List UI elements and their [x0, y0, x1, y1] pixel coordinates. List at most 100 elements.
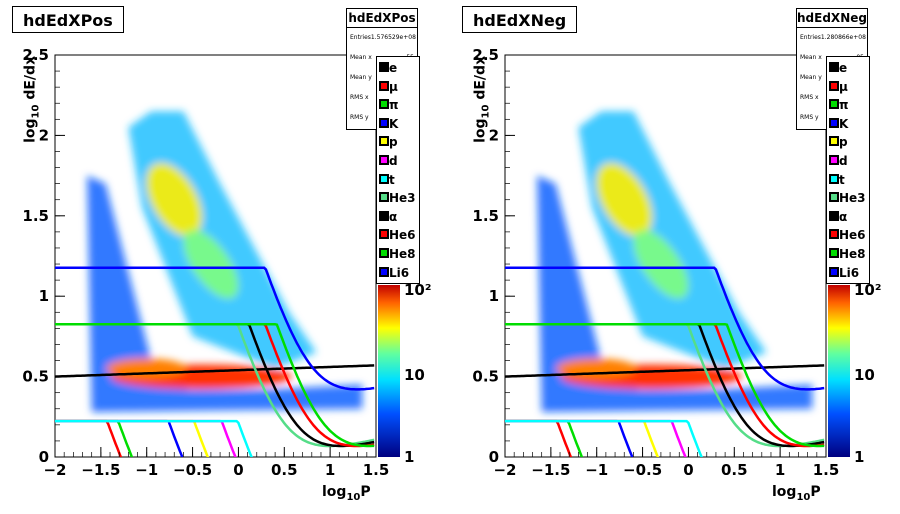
legend-entry: t	[377, 171, 419, 189]
legend-label: p	[839, 135, 848, 150]
y-tick-label: 1	[39, 287, 49, 305]
legend-entry: He8	[377, 245, 419, 263]
legend-entry: He6	[827, 226, 869, 244]
legend-swatch	[829, 80, 839, 91]
x-axis-title: log10P	[772, 484, 821, 503]
legend-label: K	[839, 116, 849, 131]
legend-entry: p	[377, 133, 419, 151]
legend-label: μ	[389, 79, 398, 94]
legend-label: p	[389, 135, 398, 150]
colorbar-tick-label: 10²	[404, 281, 431, 299]
legend-entry: Li6	[377, 264, 419, 282]
x-tick-label: 1.5	[813, 461, 840, 479]
curves	[505, 266, 825, 457]
plot-title: hdEdXNeg	[462, 6, 578, 33]
stats-row: Entries 1.576529e+08	[347, 28, 417, 48]
legend-swatch	[829, 155, 839, 165]
curve-1	[55, 364, 375, 378]
density-core	[596, 163, 652, 237]
legend-entry: π	[377, 96, 419, 114]
legend-label: d	[839, 154, 848, 168]
stats-val: 1.576529e+08	[370, 34, 416, 41]
legend-swatch	[379, 248, 389, 258]
legend-swatch	[379, 210, 389, 221]
y-tick-label: 1.5	[472, 207, 499, 225]
y-tick-label: 1	[489, 287, 499, 305]
legend-label: He8	[839, 247, 866, 261]
stats-key: Entries	[800, 34, 821, 41]
heatmap-plot: −2 −1.5 −1 −0.5 0 0.5 1 1.5 0 0.5 1 1.5 2 2.5 1 10 10²	[22, 46, 431, 479]
legend-entry: t	[827, 171, 869, 189]
curve-11	[55, 323, 375, 448]
legend-entry: He8	[827, 245, 869, 263]
x-tick-label: −1	[135, 461, 158, 479]
density-layer	[87, 111, 363, 412]
legend-label: He8	[389, 247, 416, 261]
stats-row: Entries 1.280866e+08	[797, 28, 867, 48]
legend-label: e	[839, 61, 848, 75]
x-tick-label: 1	[775, 461, 785, 479]
colorbar	[828, 285, 850, 457]
legend-label: π	[389, 98, 399, 113]
legend-swatch	[829, 136, 839, 147]
curve-2	[55, 419, 123, 457]
x-tick-label: −1.5	[81, 461, 120, 479]
legend-entry: e	[377, 59, 419, 77]
x-tick-label: 1	[325, 461, 335, 479]
legend-entry: d	[377, 152, 419, 170]
legend-entry: He6	[377, 226, 419, 244]
y-tick-label: 2	[489, 126, 499, 144]
x-tick-label: 0	[683, 461, 693, 479]
legend-swatch	[379, 266, 389, 277]
x-tick-label: −0.5	[173, 461, 212, 479]
stats-key: RMS y	[800, 114, 819, 121]
legend-entry: He3	[377, 189, 419, 207]
stats-key: Mean x	[350, 54, 372, 61]
panel-neg: −2 −1.5 −1 −0.5 0 0.5 1 1.5 0 0.5 1 1.5 2 2.5 1 10 10² h…	[450, 0, 900, 514]
legend-entry: e	[827, 59, 869, 77]
curve-1	[505, 364, 825, 378]
density-layer	[537, 111, 813, 412]
curve-7	[505, 419, 703, 457]
legend-entry: He3	[827, 189, 869, 207]
legend-swatch	[829, 99, 839, 110]
y-tick-label: 2.5	[22, 46, 49, 64]
x-tick-label: −1	[585, 461, 608, 479]
legend-entry: μ	[377, 78, 419, 96]
panel-pos: −2 −1.5 −1 −0.5 0 0.5 1 1.5 0 0.5 1 1.5 2 2.5 1 10 10² h…	[12, 6, 431, 503]
stats-val: 1.280866e+08	[820, 34, 866, 41]
x-tick-label: −0.5	[623, 461, 662, 479]
x-tick-label: 0	[233, 461, 243, 479]
legend-swatch	[379, 136, 389, 147]
y-tick-label: 0	[39, 448, 49, 466]
colorbar	[378, 285, 400, 457]
colorbar-tick-label: 10²	[854, 281, 881, 299]
legend-entry: α	[827, 208, 869, 226]
curve-2	[505, 419, 573, 457]
legend-swatch	[829, 62, 839, 72]
legend-swatch	[829, 229, 839, 240]
legend-entry: π	[827, 96, 869, 114]
legend-label: t	[839, 172, 845, 187]
x-tick-label: −2	[43, 461, 66, 479]
x-tick-label: −2	[493, 461, 516, 479]
legend-entry: p	[827, 133, 869, 151]
colorbar-tick-label: 10	[854, 366, 875, 384]
legend-swatch	[829, 248, 839, 258]
y-tick-label: 0.5	[472, 368, 499, 386]
legend-entry: Li6	[827, 264, 869, 282]
legend-label: Li6	[839, 265, 860, 280]
legend-swatch	[829, 210, 839, 221]
stats-key: Mean y	[350, 74, 372, 81]
stats-key: RMS x	[800, 94, 819, 101]
density-region	[87, 175, 363, 412]
y-tick-label: 0.5	[22, 368, 49, 386]
density-core	[633, 229, 689, 299]
y-tick-label: 0	[489, 448, 499, 466]
stats-key: Entries	[350, 34, 371, 41]
legend-swatch	[379, 229, 389, 240]
legend-label: He6	[389, 228, 416, 243]
legend-swatch	[379, 117, 389, 128]
